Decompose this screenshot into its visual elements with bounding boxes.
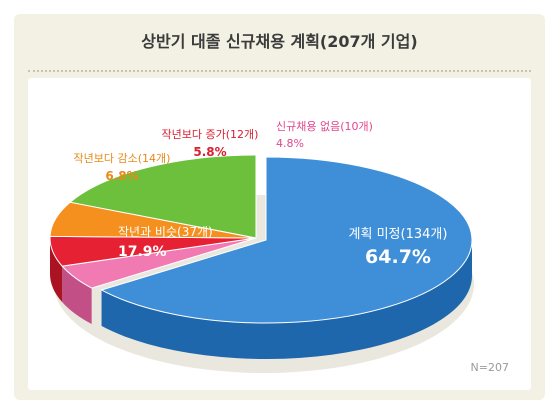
slice-value-label: 64.7% <box>365 246 431 268</box>
slice-value-label: 6.8% <box>105 169 138 183</box>
pie-slice-side <box>101 240 472 359</box>
sample-size-note: N=207 <box>470 361 509 374</box>
slice-label: 계획 미정(134개) <box>349 227 448 242</box>
slice-value-label: 17.9% <box>118 244 167 260</box>
chart-title: 상반기 대졸 신규채용 계획(207개 기업) <box>141 32 418 51</box>
pie-slice <box>69 154 257 239</box>
slice-label: 작년과 비슷(37개) <box>118 225 213 239</box>
chart-frame: 상반기 대졸 신규채용 계획(207개 기업) 계획 미정(134개) 64.7%… <box>14 14 545 400</box>
title-bar: 상반기 대졸 신규채용 계획(207개 기업) <box>14 14 545 66</box>
pie-slice-side <box>50 238 63 303</box>
pie-chart: 계획 미정(134개) 64.7% 신규채용 없음(10개) 4.8% 작년보다 증가(… <box>49 120 474 373</box>
slice-label: 작년보다 감소(14개) <box>74 152 171 165</box>
pie-slice-side <box>62 266 92 325</box>
pie-slice <box>100 156 473 324</box>
chart-panel: 계획 미정(134개) 64.7% 신규채용 없음(10개) 4.8% 작년보다 증가(… <box>28 78 531 390</box>
slice-value-label: 4.8% <box>276 137 304 150</box>
slice-value-label: 5.8% <box>193 145 226 159</box>
slice-label: 신규채용 없음(10개) <box>276 120 373 133</box>
dotted-divider <box>28 70 531 72</box>
slice-label: 작년보다 증가(12개) <box>162 128 259 141</box>
